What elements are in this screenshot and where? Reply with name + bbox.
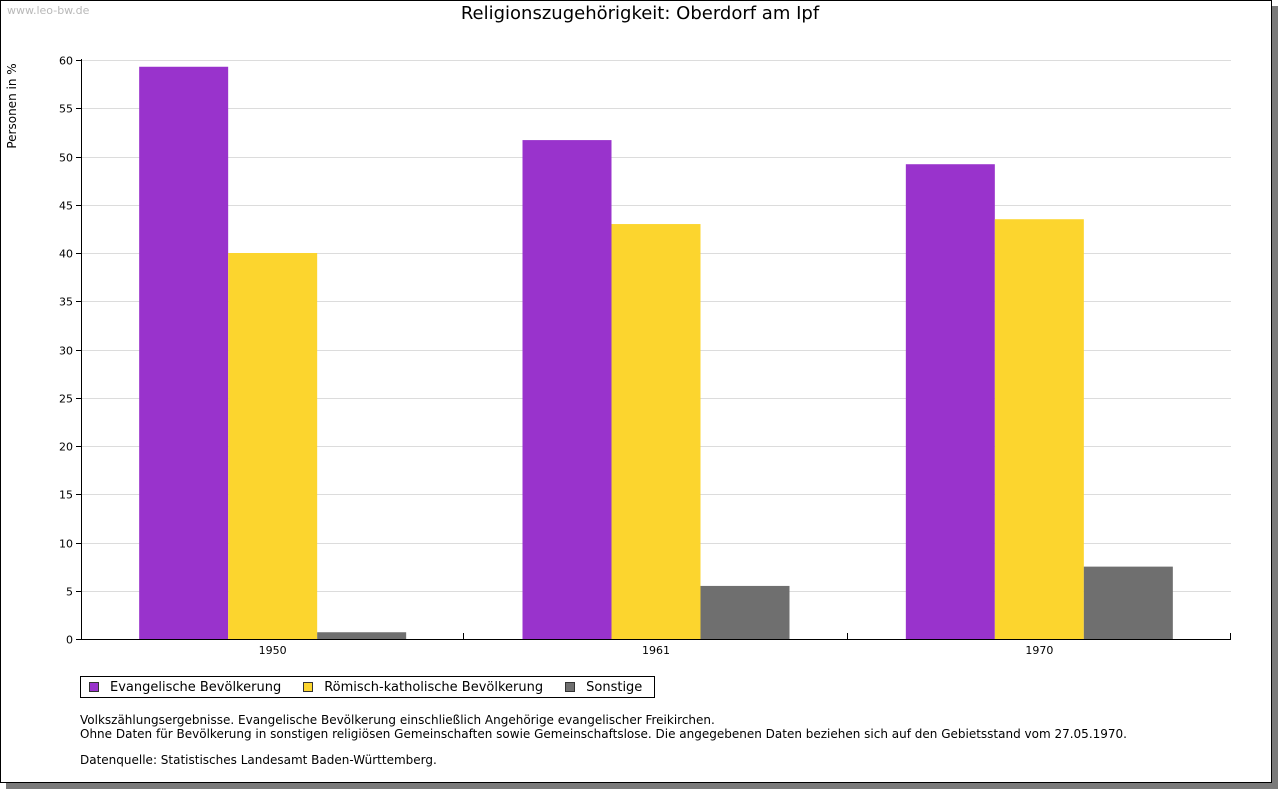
bar xyxy=(139,66,229,639)
bar xyxy=(317,632,407,639)
bar xyxy=(522,140,612,639)
x-tick-label: 1950 xyxy=(259,644,287,657)
legend-label: Evangelische Bevölkerung xyxy=(110,679,282,695)
legend-swatch xyxy=(565,682,576,692)
legend-label: Römisch-katholische Bevölkerung xyxy=(324,679,544,695)
bars xyxy=(139,66,1173,640)
legend-item: Evangelische Bevölkerung xyxy=(89,680,281,695)
y-tick-label: 55 xyxy=(59,103,73,116)
bar xyxy=(905,164,995,639)
y-tick-label: 10 xyxy=(59,538,73,551)
y-tick-label: 50 xyxy=(59,152,73,165)
chart-title: Religionszugehörigkeit: Oberdorf am Ipf xyxy=(460,3,820,24)
x-tick-label: 1970 xyxy=(1025,644,1053,657)
bar xyxy=(228,253,318,639)
watermark: www.leo-bw.de xyxy=(7,4,90,17)
legend-item: Sonstige xyxy=(565,680,642,695)
legend-swatch xyxy=(303,682,314,692)
y-tick-label: 60 xyxy=(59,55,73,68)
y-tick-label: 5 xyxy=(66,586,73,599)
y-tick-label: 0 xyxy=(66,634,73,647)
data-source: Datenquelle: Statistisches Landesamt Bad… xyxy=(80,753,437,767)
axes: 0 5 10 15 20 25 30 35 40 45 50 55 60 1950 1961 1970 xyxy=(59,55,1231,657)
y-tick-label: 30 xyxy=(59,345,73,358)
y-tick-label: 15 xyxy=(59,489,73,502)
y-tick-label: 20 xyxy=(59,441,73,454)
legend-item: Römisch-katholische Bevölkerung xyxy=(303,680,543,695)
x-tick-label: 1961 xyxy=(642,644,670,657)
bar xyxy=(994,219,1084,639)
y-tick-label: 25 xyxy=(59,393,73,406)
footnote-line-2: Ohne Daten für Bevölkerung in sonstigen … xyxy=(80,727,1127,741)
bar xyxy=(700,585,790,639)
legend-swatch xyxy=(89,682,99,692)
y-tick-label: 35 xyxy=(59,296,73,309)
footnote-line-1: Volkszählungsergebnisse. Evangelische Be… xyxy=(80,713,715,727)
bar xyxy=(611,224,701,640)
legend-label: Sonstige xyxy=(586,679,643,695)
legend: Evangelische Bevölkerung Römisch-katholis… xyxy=(80,676,656,698)
bar xyxy=(1083,566,1173,639)
y-axis-label: Personen in % xyxy=(5,63,19,148)
y-tick-label: 40 xyxy=(59,248,73,261)
y-tick-label: 45 xyxy=(59,200,73,213)
footnotes: Volkszählungsergebnisse. Evangelische Be… xyxy=(80,713,1127,767)
